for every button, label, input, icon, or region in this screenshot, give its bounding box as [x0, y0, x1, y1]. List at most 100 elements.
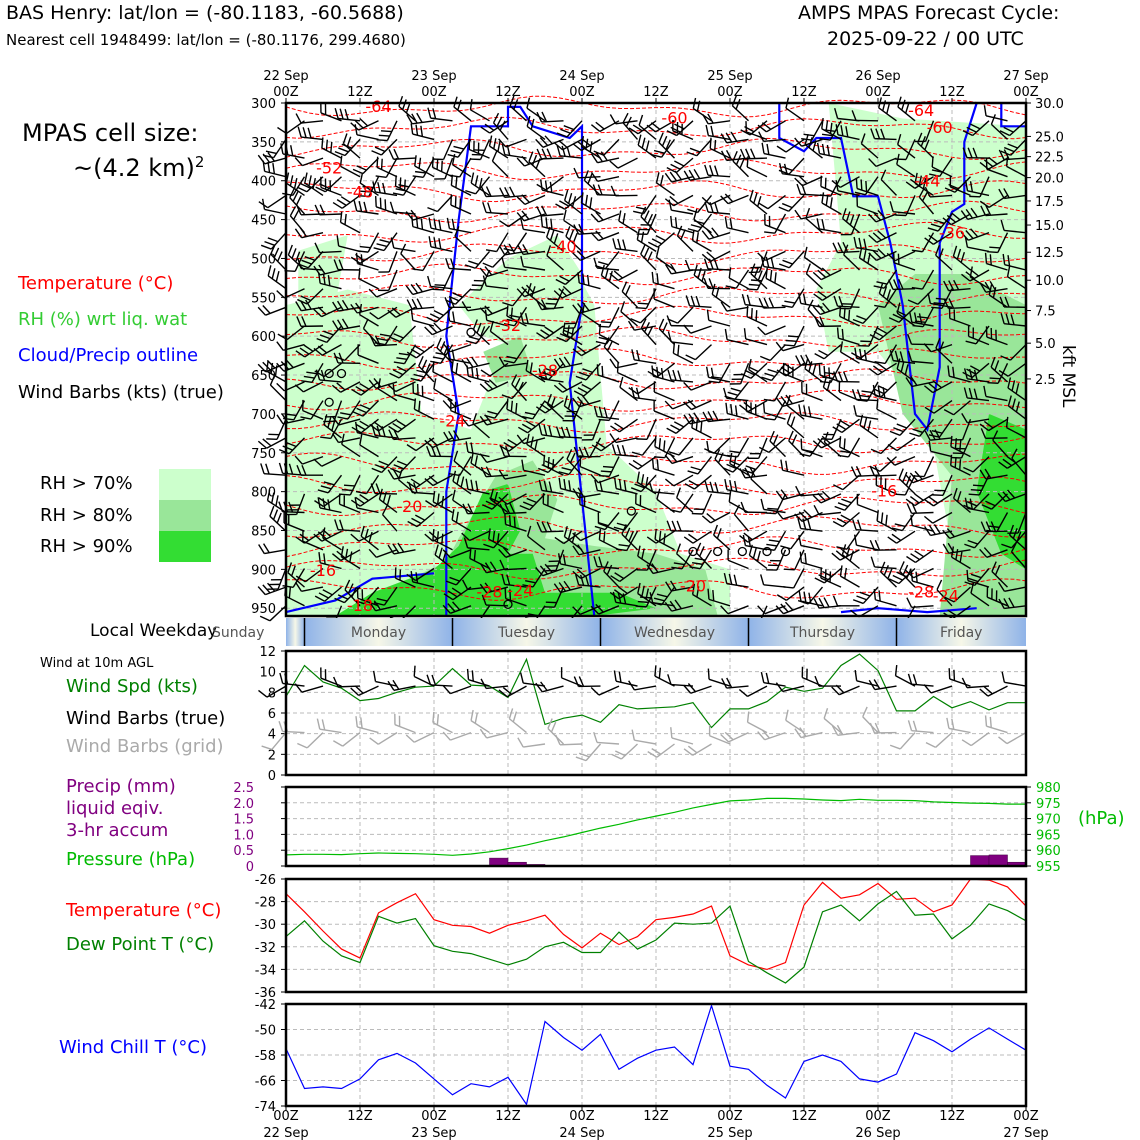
profile-wind-barb-flag [418, 400, 421, 412]
profile-wind-barb-shaft [264, 472, 287, 476]
profile-wind-barb-shaft [701, 493, 713, 515]
profile-wind-barb-flag [406, 299, 413, 310]
profile-wind-barb-flag [956, 248, 962, 260]
profile-wind-barb [453, 450, 472, 476]
profile-wind-barb-flag [535, 158, 541, 169]
wind-barb-grid-shaft [342, 732, 361, 747]
profile-wind-barb-flag [671, 566, 683, 570]
profile-wind-barb-flag [788, 430, 794, 442]
profile-wind-barb-flag [353, 200, 358, 212]
profile-wind-barb-shaft [488, 538, 509, 551]
wind-barb-true [442, 685, 472, 695]
profile-wind-barb-flag [566, 325, 570, 336]
profile-wind-barb-flag [873, 285, 885, 289]
wind-barb-grid-flag [432, 711, 435, 723]
profile-wind-barb [636, 213, 657, 235]
profile-wind-barb-flag [708, 278, 714, 289]
profile-wind-barb-flag [283, 512, 285, 523]
profile-wind-barb-flag [506, 355, 518, 360]
profile-wind-barb [483, 530, 509, 549]
profile-wind-barb-flag [595, 211, 604, 221]
profile-wind-barb-flag [985, 521, 992, 532]
profile-wind-barb [757, 120, 786, 133]
profile-wind-barb-flag [387, 469, 395, 480]
wind-barb-grid-flag [869, 722, 876, 734]
profile-wind-barb [924, 232, 953, 245]
profile-wind-barb [371, 456, 398, 474]
profile-wind-barb [554, 530, 583, 545]
profile-wind-barb-shaft [640, 474, 657, 493]
profile-wind-barb-flag [972, 327, 974, 339]
height-tick-label: 7.5 [1035, 305, 1056, 320]
profile-wind-barb-shaft [911, 605, 934, 609]
profile-panel: 3003504004505005506006507007508008509009… [251, 95, 1064, 627]
profile-wind-barb-shaft [523, 469, 546, 476]
profile-wind-barb-flag [942, 529, 951, 539]
profile-wind-barb-shaft [823, 386, 842, 402]
profile-wind-barb-flag [338, 147, 349, 153]
profile-wind-barb-shaft [356, 507, 379, 514]
profile-wind-barb-shaft [823, 344, 842, 360]
profile-wind-barb-flag [546, 148, 553, 159]
profile-wind-barb-shaft [376, 166, 398, 178]
profile-wind-barb-flag [891, 533, 902, 542]
profile-wind-barb-flag [706, 228, 715, 239]
profile-wind-barb [706, 309, 731, 327]
profile-wind-barb-flag [317, 272, 321, 284]
profile-wind-barb-flag [276, 414, 284, 425]
profile-wind-barb-flag [600, 264, 605, 276]
profile-wind-barb-flag [880, 128, 886, 140]
profile-wind-barb-shaft [1006, 165, 1027, 178]
wind-barb-grid [470, 709, 490, 734]
profile-wind-barb [581, 418, 602, 441]
profile-wind-barb-flag [356, 165, 367, 171]
profile-wind-barb-flag [505, 445, 511, 457]
profile-wind-barb-flag [565, 322, 577, 325]
profile-wind-barb-flag [968, 493, 980, 496]
profile-wind-barb-flag [867, 252, 871, 264]
profile-wind-barb [631, 437, 657, 456]
profile-wind-barb-shaft [344, 138, 361, 156]
profile-wind-barb-flag [874, 304, 885, 309]
profile-wind-barb-shaft [904, 474, 916, 496]
profile-wind-barb-flag [837, 242, 844, 253]
profile-wind-barb-flag [653, 597, 665, 602]
profile-wind-barb-flag [750, 279, 762, 282]
profile-wind-barb [572, 567, 601, 580]
profile-wind-barb [924, 493, 953, 507]
wind-barb-grid-flag [720, 734, 730, 743]
wind-barb-grid-flag [512, 711, 518, 723]
profile-wind-barb [704, 201, 731, 215]
profile-wind-barb-shaft [972, 493, 990, 510]
profile-wind-barb-shaft [899, 570, 916, 588]
profile-wind-barb-shaft [265, 586, 287, 596]
profile-wind-barb [369, 335, 398, 347]
profile-wind-barb-shaft [504, 511, 527, 515]
profile-wind-barb-flag [520, 218, 524, 230]
profile-wind-barb-flag [455, 362, 459, 374]
profile-wind-barb-flag [368, 288, 378, 298]
profile-wind-barb-flag [868, 158, 877, 167]
profile-wind-barb-flag [769, 430, 775, 442]
profile-wind-barb-shaft [543, 464, 564, 476]
profile-wind-barb-flag [880, 169, 887, 180]
profile-wind-barb-flag [922, 178, 927, 190]
profile-wind-barb [852, 586, 879, 605]
profile-wind-barb-flag [748, 544, 753, 556]
profile-wind-barb-flag [426, 316, 437, 323]
profile-wind-barb-flag [979, 423, 990, 432]
profile-wind-barb-shaft [708, 418, 731, 423]
profile-wind-barb [740, 362, 768, 379]
profile-wind-barb [266, 489, 287, 514]
profile-wind-barb-flag [805, 383, 808, 395]
profile-wind-barb-flag [986, 586, 989, 598]
wind-barb-grid [479, 728, 509, 739]
wind-barb-true-flag [294, 683, 303, 693]
profile-wind-barb-flag [991, 588, 993, 600]
profile-wind-barb-shaft [303, 381, 324, 393]
profile-wind-barb-flag [767, 507, 779, 510]
weekday-cell-3 [600, 618, 749, 646]
profile-wind-barb-shaft [490, 498, 509, 514]
profile-wind-barb [646, 563, 675, 575]
profile-wind-barb-flag [597, 184, 603, 196]
